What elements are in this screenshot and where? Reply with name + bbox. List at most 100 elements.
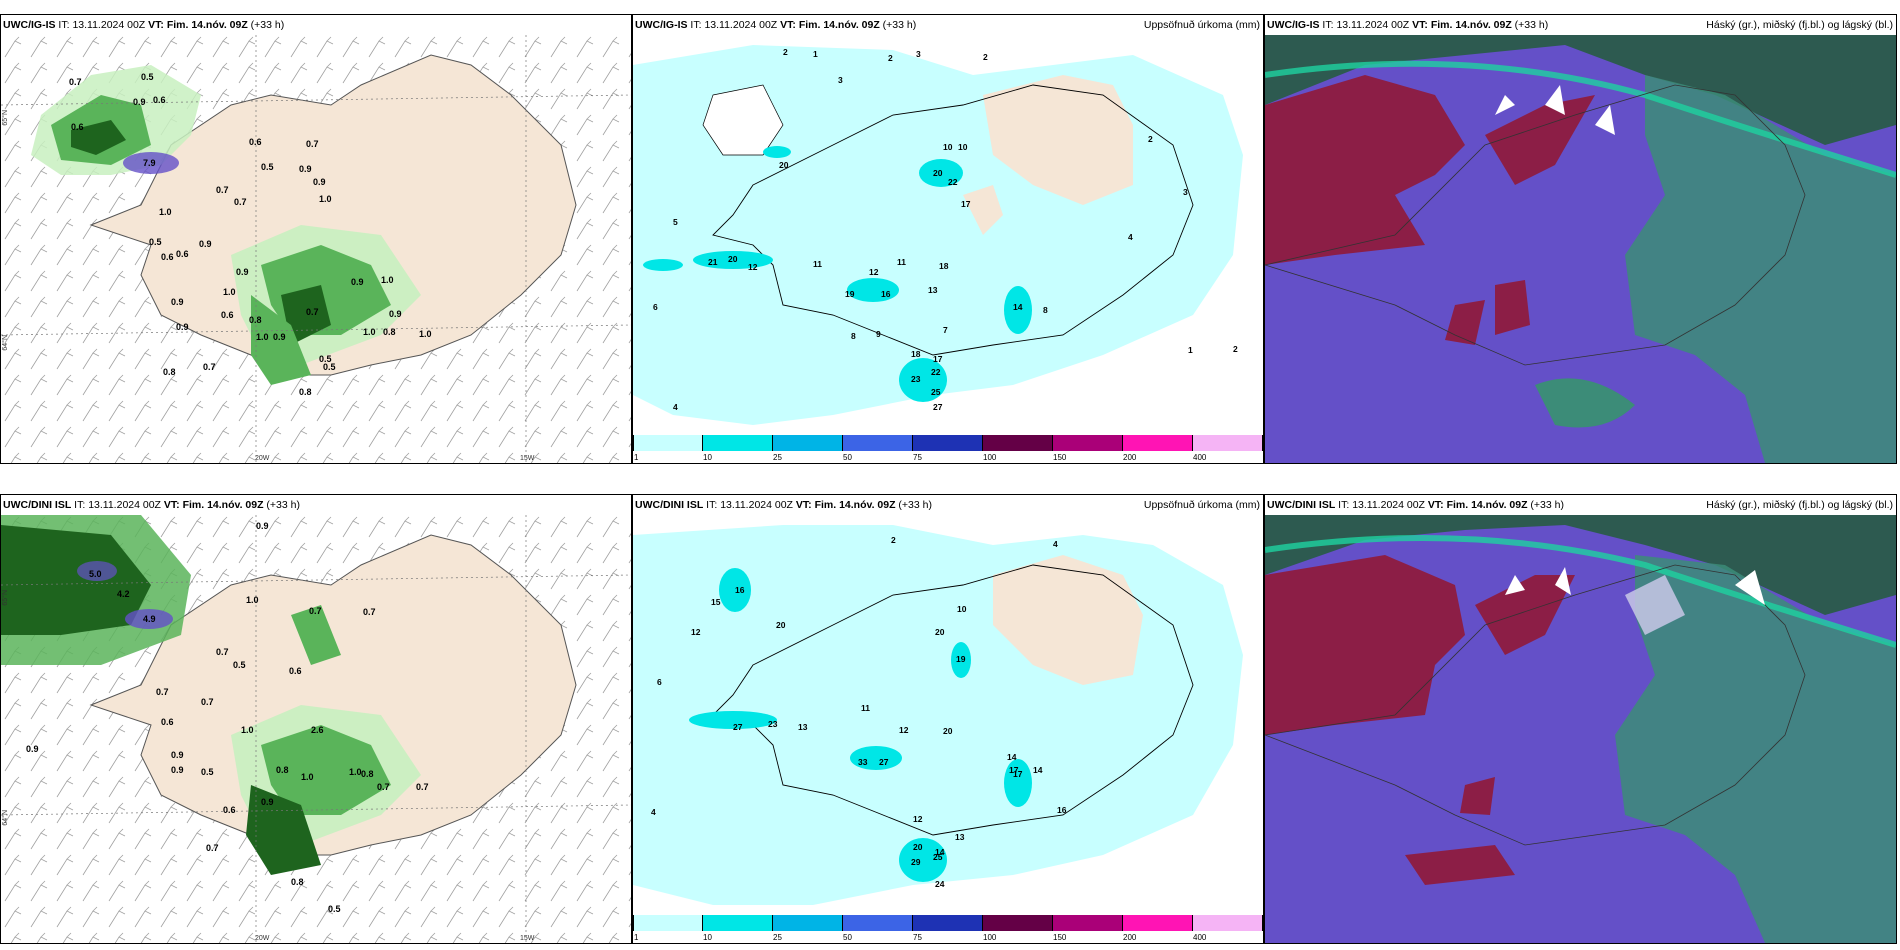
value-label: 0.9 — [351, 277, 364, 287]
value-label: 0.6 — [223, 805, 236, 815]
value-label: 8 — [1043, 305, 1048, 315]
model-name: UWC/IG-IS — [1267, 19, 1320, 31]
value-label: 0.5 — [261, 162, 274, 172]
value-label: 29 — [911, 857, 921, 867]
it-label: IT: — [1338, 499, 1350, 511]
value-label: 0.7 — [416, 782, 429, 792]
vt-label: VT: — [795, 499, 812, 511]
colorbar-label: 75 — [913, 933, 922, 942]
panel-title: UWC/DINI ISL IT: 13.11.2024 00Z VT: Fim.… — [1, 495, 631, 515]
value-label: 20 — [933, 168, 943, 178]
value-label: 12 — [748, 262, 758, 272]
value-label: 0.7 — [377, 782, 390, 792]
colorbar-swatch — [703, 915, 773, 931]
lat-label-64: 64°N — [2, 335, 9, 351]
lat-label-65: 65°N — [2, 590, 9, 606]
value-label: 0.9 — [299, 164, 312, 174]
value-label: 1.0 — [246, 595, 259, 605]
colorbar-swatch — [1123, 915, 1193, 931]
panel-top-precip: UWC/IG-IS IT: 13.11.2024 00Z VT: Fim. 14… — [0, 14, 632, 464]
value-label: 6 — [657, 677, 662, 687]
colorbar-label: 150 — [1053, 453, 1067, 462]
colorbar-swatch — [913, 435, 983, 451]
value-label: 0.7 — [203, 362, 216, 372]
colorbar-swatch — [773, 435, 843, 451]
value-label: 4 — [673, 402, 678, 412]
value-label: 14 — [1013, 302, 1023, 312]
value-label: 17 — [1013, 769, 1023, 779]
value-label: 0.7 — [156, 687, 169, 697]
forecast-offset: (+33 h) — [1530, 499, 1564, 511]
value-label: 1.0 — [301, 772, 314, 782]
vt-label: VT: — [1427, 499, 1444, 511]
value-label: 0.7 — [206, 843, 219, 853]
panel-subtitle: Uppsöfnuð úrkoma (mm) — [1143, 19, 1260, 31]
panel-title: UWC/DINI ISL IT: 13.11.2024 00Z VT: Fim.… — [1265, 495, 1896, 515]
forecast-offset: (+33 h) — [250, 19, 285, 31]
it-label: IT: — [74, 499, 86, 511]
value-label: 12 — [691, 627, 701, 637]
value-label: 23 — [768, 719, 778, 729]
value-label: 4 — [651, 807, 656, 817]
colorbar-swatch — [983, 915, 1053, 931]
value-label: 22 — [931, 367, 941, 377]
colorbar-label: 100 — [983, 933, 997, 942]
value-label: 25 — [933, 852, 943, 862]
it-label: IT: — [58, 19, 70, 31]
value-label: 0.9 — [26, 744, 39, 754]
lon-label-15: 15W — [520, 935, 535, 942]
valid-time: Fim. 14.nóv. 09Z — [814, 499, 896, 511]
value-label: 20 — [728, 254, 738, 264]
lon-label-15: 15W — [520, 455, 535, 462]
forecast-offset: (+33 h) — [1514, 19, 1549, 31]
colorbar-label: 25 — [773, 453, 782, 462]
value-label: 13 — [798, 722, 808, 732]
colorbar-swatch — [1053, 435, 1123, 451]
value-label: 0.7 — [306, 307, 319, 317]
forecast-offset: (+33 h) — [898, 499, 932, 511]
valid-time: Fim. 14.nóv. 09Z — [166, 19, 248, 31]
colorbar-swatch — [983, 435, 1053, 451]
value-label: 4.2 — [117, 589, 130, 599]
value-label: 0.7 — [216, 185, 229, 195]
vt-label: VT: — [163, 499, 180, 511]
colorbar-swatch — [1193, 915, 1263, 931]
lat-label-65: 65°N — [2, 110, 9, 126]
panel-bottom-cloud: UWC/DINI ISL IT: 13.11.2024 00Z VT: Fim.… — [1264, 494, 1897, 944]
value-label: 0.9 — [261, 797, 274, 807]
value-label: 4 — [1128, 232, 1133, 242]
value-label: 16 — [735, 585, 745, 595]
model-name: UWC/DINI ISL — [3, 499, 72, 511]
cloud-map-bottom — [1265, 515, 1896, 943]
value-label: 27 — [733, 722, 743, 732]
value-label: 16 — [1057, 805, 1067, 815]
init-time: 13.11.2024 00Z — [1336, 19, 1410, 31]
value-label: 13 — [928, 285, 938, 295]
value-label: 20 — [776, 620, 786, 630]
value-label: 0.5 — [328, 904, 341, 914]
init-time: 13.11.2024 00Z — [72, 19, 146, 31]
colorbar-label: 100 — [983, 453, 997, 462]
value-label: 3 — [1183, 187, 1188, 197]
colorbar-swatch — [1123, 435, 1193, 451]
vt-label: VT: — [780, 19, 796, 31]
value-label: 11 — [813, 259, 822, 269]
value-label: 0.5 — [319, 354, 332, 364]
colorbar-swatch — [843, 435, 913, 451]
value-label: 25 — [931, 387, 941, 397]
valid-time: Fim. 14.nóv. 09Z — [798, 19, 880, 31]
model-name: UWC/DINI ISL — [1267, 499, 1336, 511]
value-label: 1.0 — [256, 332, 269, 342]
value-label: 6 — [653, 302, 658, 312]
value-label: 0.6 — [176, 249, 189, 259]
value-label: 1 — [1188, 345, 1193, 355]
colorbar: 1 10 25 50 75 100 150 200 400 — [633, 433, 1263, 463]
value-label: 10 — [958, 142, 968, 152]
colorbar-swatch — [1053, 915, 1123, 931]
panel-top-cloud: UWC/IG-IS IT: 13.11.2024 00Z VT: Fim. 14… — [1264, 14, 1897, 464]
value-label: 1.0 — [349, 767, 362, 777]
value-label: 1.0 — [223, 287, 236, 297]
panel-bottom-accum: UWC/DINI ISL IT: 13.11.2024 00Z VT: Fim.… — [632, 494, 1264, 944]
colorbar-label: 10 — [703, 453, 712, 462]
value-label: 1.0 — [159, 207, 172, 217]
